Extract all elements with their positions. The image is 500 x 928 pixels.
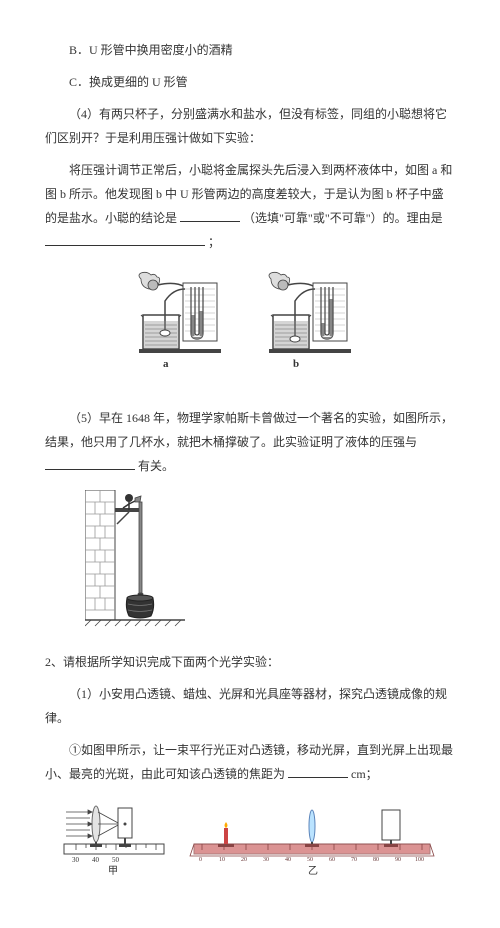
option-c: C．换成更细的 U 形管	[45, 70, 455, 94]
blank-factor	[45, 455, 135, 470]
q4-text-c: ；	[208, 235, 220, 249]
q2-1-1-b: cm；	[351, 767, 378, 781]
q5-text-a: （5）早在 1648 年，物理学家帕斯卡曾做过一个著名的实验，如图所示，结果，他…	[45, 411, 453, 449]
tick-40: 40	[92, 856, 100, 864]
caption-jia: 甲	[108, 866, 118, 877]
q4-body: 将压强计调节正常后，小聪将金属探头先后浸入到两杯液体中，如图 a 和图 b 所示…	[45, 158, 455, 254]
label-b: b	[293, 358, 299, 370]
tick-30: 30	[72, 856, 80, 864]
option-b: B．U 形管中换用密度小的酒精	[45, 38, 455, 62]
rt-50: 50	[307, 857, 313, 863]
rt-70: 70	[351, 857, 357, 863]
blank-focal	[288, 763, 348, 778]
rt-40: 40	[285, 857, 291, 863]
figure-ab: a	[45, 266, 455, 394]
rt-0: 0	[199, 857, 202, 863]
q5-text-b: 有关。	[138, 459, 174, 473]
figure-optics: 30 40 50 甲	[45, 798, 455, 886]
rt-90: 90	[395, 857, 401, 863]
caption-yi: 乙	[308, 865, 318, 877]
blank-reason	[45, 231, 205, 246]
tick-50: 50	[112, 856, 120, 864]
rt-20: 20	[241, 857, 247, 863]
rt-30: 30	[263, 857, 269, 863]
q4-text-b: （选填"可靠"或"不可靠"）的。理由是	[243, 211, 443, 225]
rt-10: 10	[219, 857, 225, 863]
q5: （5）早在 1648 年，物理学家帕斯卡曾做过一个著名的实验，如图所示，结果，他…	[45, 406, 455, 478]
label-a: a	[163, 358, 169, 370]
q2-1-1: ①如图甲所示，让一束平行光正对凸透镜，移动光屏，直到光屏上出现最小、最亮的光斑，…	[45, 738, 455, 786]
rt-100: 100	[415, 857, 424, 863]
q2-1: （1）小安用凸透镜、蜡烛、光屏和光具座等器材，探究凸透镜成像的规律。	[45, 682, 455, 730]
figure-pascal	[45, 490, 455, 638]
blank-reliable	[180, 207, 240, 222]
rt-80: 80	[373, 857, 379, 863]
q2-title: 2、请根据所学知识完成下面两个光学实验：	[45, 650, 455, 674]
rt-60: 60	[329, 857, 335, 863]
q4-intro: （4）有两只杯子，分别盛满水和盐水，但没有标签，同组的小聪想将它们区别开？于是利…	[45, 102, 455, 150]
q2-1-1-a: ①如图甲所示，让一束平行光正对凸透镜，移动光屏，直到光屏上出现最小、最亮的光斑，…	[45, 743, 453, 781]
